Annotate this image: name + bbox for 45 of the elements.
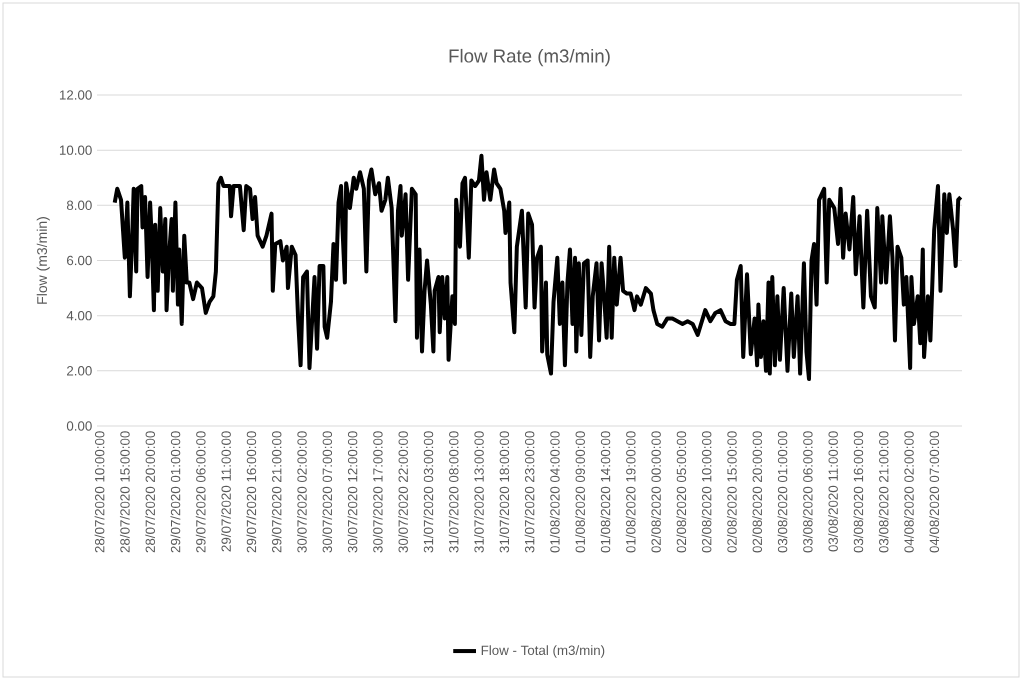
x-tick-label: 02/08/2020 05:00:00 <box>676 431 687 553</box>
x-tick-label: 30/07/2020 12:00:00 <box>347 431 358 553</box>
x-tick-label: 03/08/2020 01:00:00 <box>777 431 788 553</box>
y-tick-label: 4.00 <box>66 310 92 321</box>
x-tick-label: 28/07/2020 15:00:00 <box>119 431 130 553</box>
y-axis-title: Flow (m3/min) <box>36 217 50 304</box>
x-tick-label: 01/08/2020 09:00:00 <box>575 431 585 553</box>
y-tick-label: 0.00 <box>66 421 92 431</box>
x-tick-label: 04/08/2020 07:00:00 <box>929 431 940 553</box>
x-tick-label: 29/07/2020 11:00:00 <box>221 431 231 552</box>
x-tick-label: 03/08/2020 16:00:00 <box>853 431 864 553</box>
x-tick-label: 03/08/2020 06:00:00 <box>802 431 813 553</box>
y-tick-label: 10.00 <box>59 145 92 155</box>
x-tick-label: 28/07/2020 10:00:00 <box>94 431 105 553</box>
x-tick-label: 28/07/2020 20:00:00 <box>145 431 156 553</box>
x-tick-label: 02/08/2020 15:00:00 <box>726 431 737 553</box>
x-tick-label: 31/07/2020 03:00:00 <box>423 431 434 553</box>
legend-label: Flow - Total (m3/min) <box>481 645 605 658</box>
x-tick-label: 01/08/2020 19:00:00 <box>625 431 636 553</box>
x-tick-label: 30/07/2020 07:00:00 <box>322 431 333 553</box>
x-tick-label: 01/08/2020 04:00:00 <box>549 431 560 553</box>
x-tick-label: 03/08/2020 21:00:00 <box>878 431 889 553</box>
x-tick-label: 29/07/2020 21:00:00 <box>271 431 282 553</box>
x-tick-label: 03/08/2020 11:00:00 <box>828 431 838 552</box>
y-tick-label: 8.00 <box>66 200 92 211</box>
x-tick-label: 29/07/2020 16:00:00 <box>246 431 257 553</box>
x-tick-label: 30/07/2020 22:00:00 <box>398 431 408 553</box>
line-series <box>112 153 963 382</box>
y-tick-label: 12.00 <box>59 90 92 100</box>
x-tick-label: 04/08/2020 02:00:00 <box>903 431 914 553</box>
x-tick-label: 02/08/2020 10:00:00 <box>701 431 712 553</box>
x-tick-label: 29/07/2020 01:00:00 <box>170 431 181 553</box>
x-tick-label: 29/07/2020 06:00:00 <box>195 431 206 553</box>
y-tick-label: 6.00 <box>67 255 92 266</box>
chart-title: Flow Rate (m3/min) <box>449 48 610 67</box>
x-tick-label: 01/08/2020 14:00:00 <box>600 431 611 553</box>
x-tick-label: 30/07/2020 17:00:00 <box>372 431 383 553</box>
x-tick-label: 02/08/2020 20:00:00 <box>752 431 763 553</box>
x-tick-label: 30/07/2020 02:00:00 <box>296 431 307 553</box>
y-tick-label: 2.00 <box>67 366 92 376</box>
x-tick-label: 31/07/2020 13:00:00 <box>474 431 484 553</box>
x-tick-label: 31/07/2020 08:00:00 <box>448 431 459 553</box>
x-tick-label: 02/08/2020 00:00:00 <box>651 431 661 553</box>
x-tick-label: 31/07/2020 23:00:00 <box>524 431 535 553</box>
x-tick-label: 31/07/2020 18:00:00 <box>499 431 510 553</box>
